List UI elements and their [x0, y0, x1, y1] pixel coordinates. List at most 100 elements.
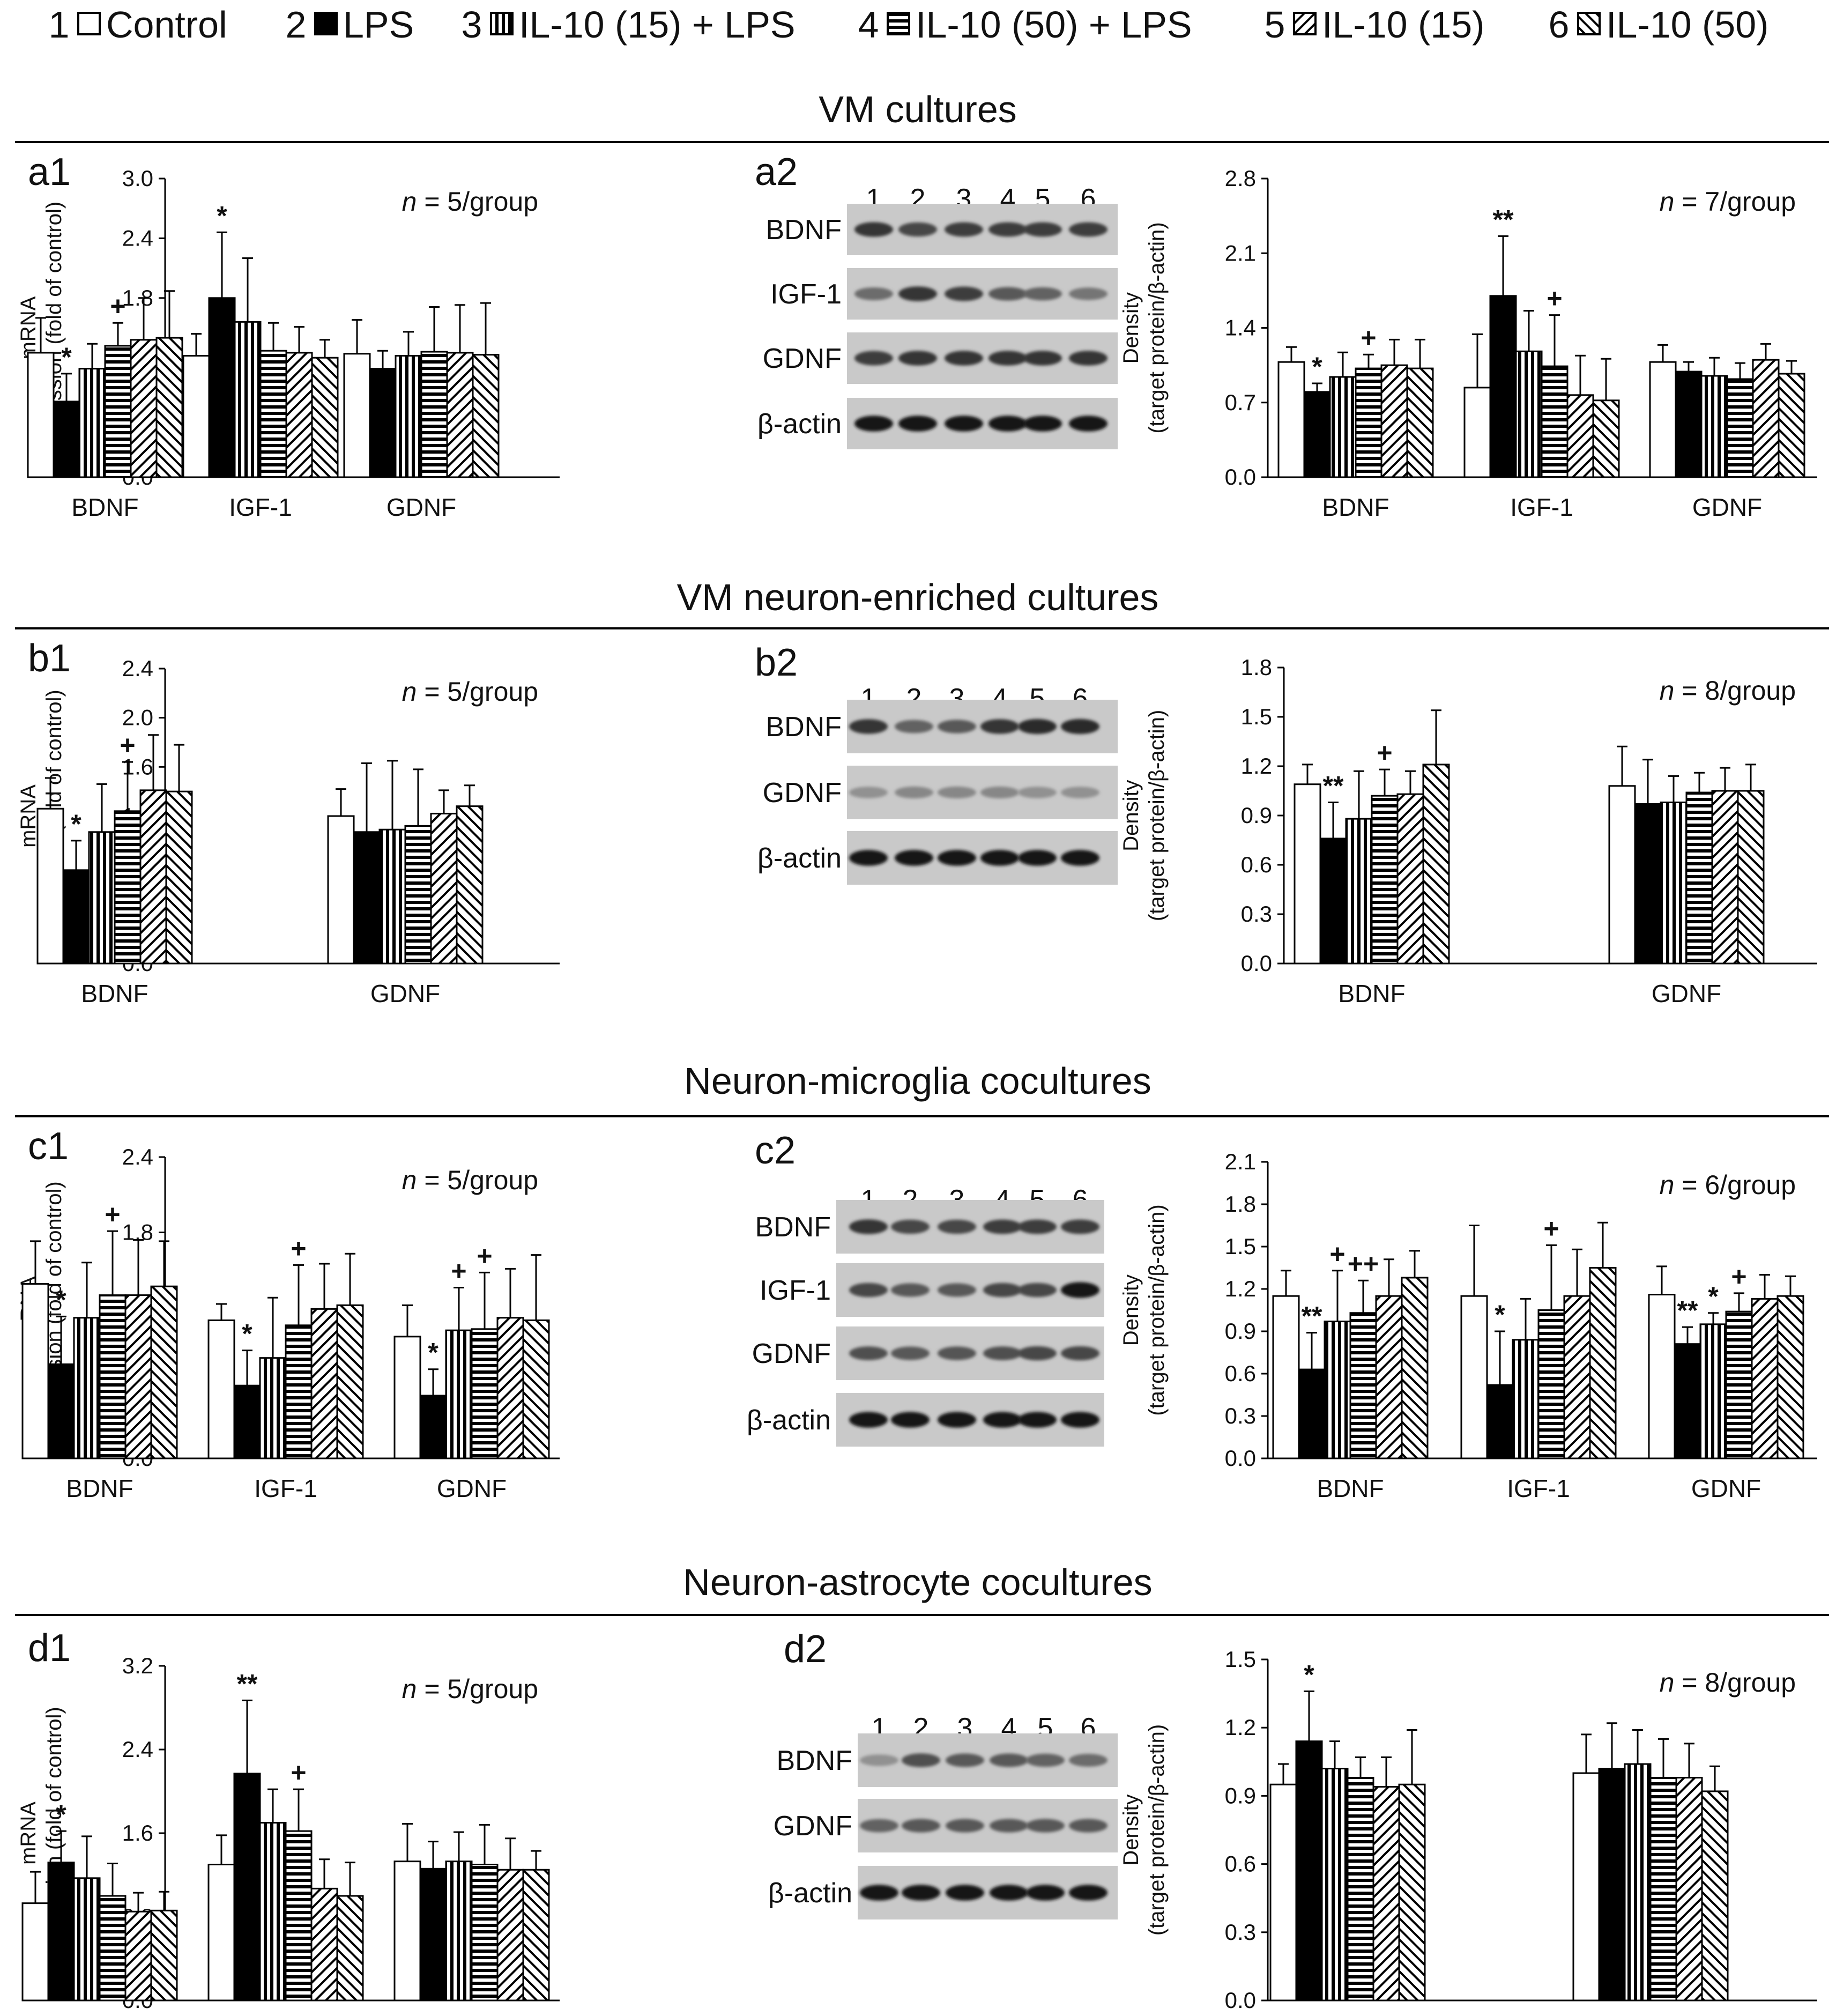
protein-band	[902, 1885, 940, 1901]
n-value: = 7/group	[1674, 187, 1796, 217]
bar	[1649, 1776, 1677, 2002]
significance-marker: **	[1302, 1301, 1322, 1331]
bar-chart: 0.00.61.21.82.4mRNAexpression (fold of c…	[17, 1144, 560, 1502]
y-tick-label: 0.6	[1241, 852, 1272, 877]
bar	[1563, 1295, 1591, 1459]
bar	[1566, 394, 1594, 478]
bar	[259, 350, 287, 478]
legend-swatch	[1577, 12, 1601, 35]
protein-band	[1026, 1819, 1065, 1833]
y-axis-label-line: Density	[1119, 292, 1143, 364]
bar	[1329, 376, 1357, 478]
protein-band	[895, 850, 933, 866]
bar	[99, 1294, 127, 1459]
bar	[207, 1319, 235, 1459]
bar	[73, 1317, 101, 1459]
n-symbol: n	[402, 677, 417, 707]
panel-label-a2: a2	[755, 151, 798, 194]
protein-band	[1061, 1219, 1099, 1234]
bar	[285, 1324, 313, 1459]
bar	[1380, 364, 1408, 478]
protein-band	[938, 1412, 976, 1428]
category-label: GDNF	[386, 493, 456, 521]
bar	[496, 1317, 524, 1459]
protein-band	[902, 1819, 940, 1833]
blot-row-label: GDNF	[763, 777, 842, 809]
y-tick-label: 3.2	[122, 1653, 153, 1678]
significance-marker: *	[61, 342, 72, 372]
y-axis-label-line: mRNA	[17, 296, 40, 359]
legend-label: IL-10 (50) + LPS	[916, 4, 1192, 46]
panel-label-d1: d1	[28, 1627, 71, 1670]
bar	[1726, 378, 1754, 478]
bar	[1349, 1312, 1377, 1459]
panel-label-b2: b2	[755, 641, 798, 684]
protein-band	[983, 1219, 1022, 1234]
bar	[1737, 790, 1765, 965]
protein-band	[1069, 1885, 1107, 1901]
legend-label: Control	[106, 4, 227, 46]
protein-band	[898, 351, 937, 366]
protein-band	[891, 1412, 930, 1428]
n-value: = 5/group	[417, 677, 538, 707]
bar	[1295, 1740, 1323, 2002]
bar	[1598, 1768, 1626, 2002]
y-axis-label-line: Density	[1119, 1794, 1143, 1865]
bar	[395, 354, 422, 478]
bar	[1486, 1384, 1514, 1459]
bar	[1406, 367, 1434, 478]
bar	[259, 1822, 287, 2002]
protein-band	[854, 222, 893, 237]
bar	[310, 1887, 338, 2002]
y-axis-label: Density (target protein/β-actin)	[1119, 710, 1169, 921]
protein-band	[1069, 351, 1107, 366]
bar	[1675, 1776, 1703, 2002]
significance-marker: +	[120, 730, 135, 760]
n-per-group-label: n = 5/group	[402, 1165, 538, 1195]
bar	[445, 1861, 473, 2002]
n-per-group-label: n = 8/group	[1660, 1667, 1796, 1698]
significance-marker: +	[105, 1199, 120, 1229]
y-axis-label-line: (target protein/β-actin)	[1145, 1724, 1169, 1936]
bar	[285, 352, 313, 478]
protein-band	[1018, 787, 1057, 798]
bar	[1401, 1277, 1429, 1459]
legend-number: 5	[1265, 4, 1285, 46]
n-symbol: n	[1660, 1667, 1675, 1698]
protein-band	[898, 286, 937, 301]
legend-label: IL-10 (15) + LPS	[519, 4, 796, 46]
y-tick-label: 0.9	[1225, 1783, 1256, 1808]
n-symbol: n	[1660, 676, 1675, 706]
bar	[1269, 1783, 1297, 2002]
protein-band	[895, 720, 933, 733]
protein-band	[1023, 287, 1062, 301]
y-tick-label: 1.2	[1241, 753, 1272, 779]
protein-band	[854, 416, 893, 432]
bar	[1752, 359, 1780, 478]
protein-band	[938, 1219, 976, 1234]
protein-band	[1069, 287, 1107, 300]
protein-band	[898, 416, 937, 432]
legend-number: 2	[286, 4, 307, 46]
protein-band	[990, 1819, 1028, 1833]
bar	[1396, 793, 1424, 965]
bar	[353, 831, 381, 965]
protein-band	[938, 1283, 976, 1297]
bar	[233, 1384, 261, 1459]
bar	[336, 1895, 364, 2002]
y-tick-label: 0.7	[1225, 390, 1256, 415]
y-tick-label: 1.2	[1225, 1276, 1256, 1301]
bar	[21, 1283, 49, 1459]
y-tick-label: 1.8	[1241, 655, 1272, 680]
protein-band	[860, 1754, 898, 1766]
protein-band	[983, 1412, 1022, 1428]
bar	[522, 1319, 550, 1459]
protein-band	[945, 222, 983, 237]
n-symbol: n	[1660, 1170, 1675, 1200]
protein-band	[946, 1819, 984, 1833]
legend: 1 Control 2 LPS 3 IL-10 (15) + LPS 4 IL-10 (50)…	[49, 4, 1769, 46]
